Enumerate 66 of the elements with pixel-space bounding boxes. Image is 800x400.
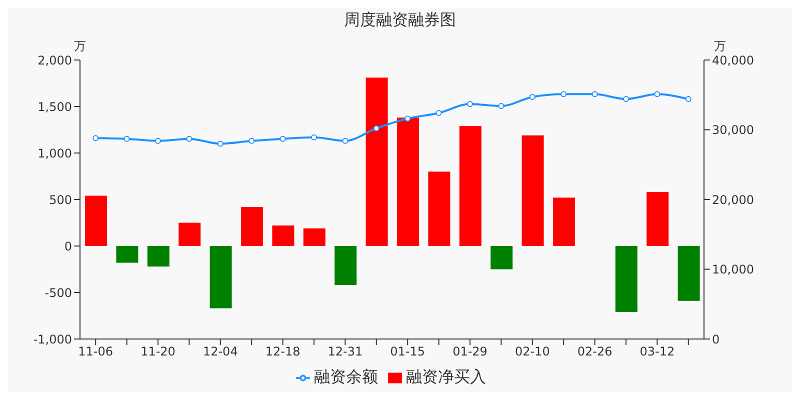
bar — [241, 206, 263, 246]
point — [92, 135, 99, 142]
chart-title: 周度融资融券图 — [343, 10, 457, 31]
x-tick-label: 01-29 — [452, 344, 488, 359]
point — [404, 116, 411, 122]
point — [592, 91, 598, 98]
point — [124, 136, 130, 142]
y2-tick-label: 30,000 — [712, 123, 754, 138]
point — [685, 96, 692, 102]
bar — [366, 78, 388, 246]
y2-tick-label: 0 — [712, 332, 720, 346]
bar — [303, 228, 326, 246]
bar — [553, 198, 575, 246]
x-tick-label: 01-15 — [390, 344, 426, 359]
x-tick-label: 03-12 — [640, 344, 675, 359]
x-tick-label: 11-20 — [140, 344, 176, 359]
bar — [116, 246, 138, 263]
y2-tick-label: 10,000 — [712, 262, 754, 277]
bar — [522, 135, 544, 246]
bar — [490, 246, 513, 270]
point — [498, 103, 504, 110]
y-tick-label: 0 — [64, 239, 72, 254]
legend-label: 融资余额 — [314, 367, 378, 386]
point — [342, 138, 348, 144]
bar — [615, 246, 638, 312]
bar — [210, 246, 232, 308]
point — [373, 125, 380, 132]
y2-tick-label: 20,000 — [712, 192, 754, 207]
point — [311, 134, 317, 140]
x-tick-label: 12-31 — [328, 344, 363, 359]
bar — [334, 246, 357, 286]
bar — [147, 246, 170, 266]
point — [436, 110, 442, 116]
y2-tick-label: 40,000 — [712, 53, 754, 68]
y-tick-label: -1,000 — [33, 332, 72, 346]
y-tick-label: 500 — [49, 192, 72, 207]
y-tick-label: 2,000 — [38, 53, 72, 68]
point — [155, 138, 161, 144]
y-tick-label: -500 — [44, 286, 72, 300]
point — [623, 96, 629, 102]
y-tick-label: 1,000 — [38, 146, 72, 160]
x-tick-label: 11-06 — [78, 344, 114, 359]
bar — [428, 172, 450, 246]
x-tick-label: 02-10 — [514, 344, 550, 359]
y-axis-title: 万 — [74, 38, 86, 55]
point — [186, 136, 192, 142]
point — [467, 100, 473, 107]
y2-axis-title: 万 — [714, 38, 726, 55]
y-tick-label: 1,500 — [38, 100, 72, 114]
point — [248, 138, 255, 144]
bar — [397, 118, 419, 246]
bar — [459, 126, 482, 246]
point — [217, 140, 224, 147]
point — [529, 94, 536, 100]
bar — [178, 222, 201, 246]
point — [654, 91, 660, 98]
bar — [272, 226, 294, 246]
bar — [678, 246, 700, 301]
bar — [646, 192, 669, 246]
x-tick-label: 12-04 — [202, 344, 238, 359]
x-tick-label: 02-26 — [577, 344, 612, 359]
legend-label: 融资净买入 — [406, 367, 486, 386]
bar — [85, 196, 107, 246]
point — [560, 91, 567, 98]
point — [280, 136, 286, 142]
x-tick-label: 12-18 — [265, 344, 300, 359]
